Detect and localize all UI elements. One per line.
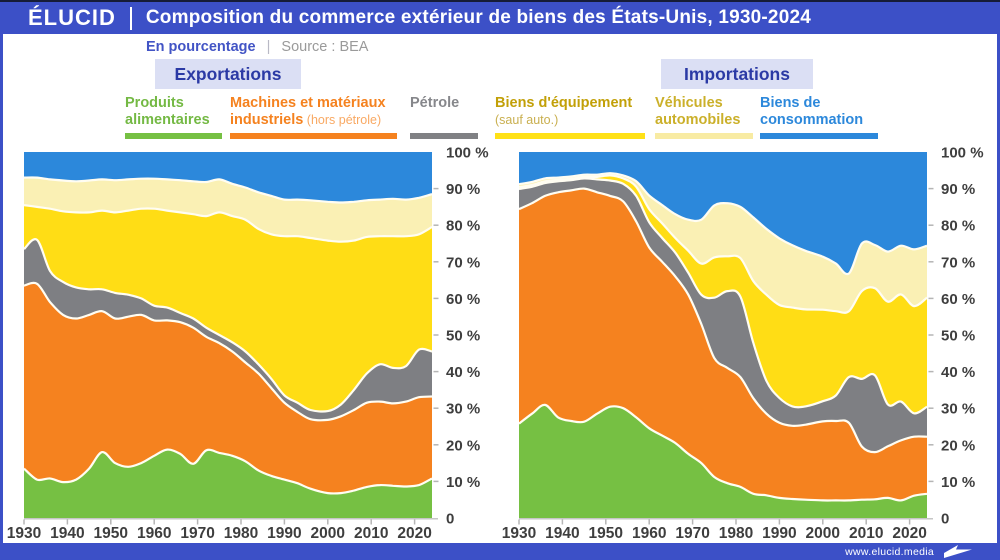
- svg-text:40 %: 40 %: [446, 364, 480, 381]
- svg-text:80 %: 80 %: [446, 218, 480, 235]
- svg-text:0: 0: [446, 511, 454, 528]
- svg-text:70 %: 70 %: [941, 254, 975, 271]
- svg-text:20 %: 20 %: [941, 437, 975, 454]
- svg-text:50 %: 50 %: [446, 328, 480, 345]
- svg-text:1930: 1930: [7, 525, 41, 542]
- header-divider: [129, 6, 132, 30]
- footer-bar: www.elucid.media: [0, 543, 1000, 560]
- legend-color-bar: [410, 133, 478, 139]
- subtitle-row: En pourcentage | Source : BEA: [146, 39, 368, 55]
- legend-label: Produits: [125, 95, 184, 111]
- left-border: [0, 0, 3, 560]
- subtitle-unit: En pourcentage: [146, 39, 256, 55]
- svg-text:1970: 1970: [675, 525, 709, 542]
- svg-text:70 %: 70 %: [446, 254, 480, 271]
- svg-text:1980: 1980: [719, 525, 753, 542]
- legend-item-vehicules-automobiles: Véhicules automobiles: [655, 95, 753, 141]
- subtitle-source: Source : BEA: [281, 39, 369, 55]
- header-bar: ÉLUCID Composition du commerce extérieur…: [0, 0, 1000, 34]
- svg-text:1950: 1950: [94, 525, 128, 542]
- svg-text:2010: 2010: [354, 525, 388, 542]
- svg-text:100 %: 100 %: [941, 145, 984, 162]
- svg-text:90 %: 90 %: [941, 181, 975, 198]
- legend-item-machines-industriels: Machines et matériaux industriels (hors …: [230, 95, 397, 141]
- svg-text:2020: 2020: [892, 525, 926, 542]
- svg-text:90 %: 90 %: [446, 181, 480, 198]
- svg-text:2010: 2010: [849, 525, 883, 542]
- legend-color-bar: [125, 133, 222, 139]
- footer-url: www.elucid.media: [845, 545, 934, 558]
- svg-text:80 %: 80 %: [941, 218, 975, 235]
- svg-text:2020: 2020: [397, 525, 431, 542]
- legend-color-bar: [230, 133, 397, 139]
- svg-text:40 %: 40 %: [941, 364, 975, 381]
- svg-text:1940: 1940: [50, 525, 84, 542]
- page-title: Composition du commerce extérieur de bie…: [145, 7, 811, 28]
- svg-text:20 %: 20 %: [446, 437, 480, 454]
- legend-item-biens-equipement: Biens d'équipement (sauf auto.): [495, 95, 645, 141]
- svg-text:30 %: 30 %: [446, 401, 480, 418]
- svg-text:1990: 1990: [267, 525, 301, 542]
- legend-item-petrole: Pétrole: [410, 95, 478, 141]
- svg-text:10 %: 10 %: [941, 474, 975, 491]
- legend-label: Machines et matériaux: [230, 95, 386, 111]
- svg-text:1950: 1950: [589, 525, 623, 542]
- legend-item-biens-consommation: Biens de consommation: [760, 95, 878, 141]
- legend-item-produits-alimentaires: Produits alimentaires: [125, 95, 222, 141]
- svg-text:2000: 2000: [806, 525, 840, 542]
- svg-text:1930: 1930: [502, 525, 536, 542]
- svg-text:0: 0: [941, 511, 949, 528]
- legend-label: Véhicules: [655, 95, 723, 111]
- svg-text:50 %: 50 %: [941, 328, 975, 345]
- svg-text:1990: 1990: [762, 525, 796, 542]
- legend-label: Biens de: [760, 95, 821, 111]
- legend-color-bar: [655, 133, 753, 139]
- svg-text:100 %: 100 %: [446, 145, 489, 162]
- elucid-arrow-icon: [944, 545, 972, 558]
- exports-title-badge: Exportations: [155, 59, 301, 89]
- elucid-logo: ÉLUCID: [28, 5, 116, 30]
- legend-color-bar: [760, 133, 878, 139]
- svg-text:30 %: 30 %: [941, 401, 975, 418]
- svg-text:1970: 1970: [180, 525, 214, 542]
- subtitle-separator: |: [266, 39, 271, 55]
- svg-text:60 %: 60 %: [446, 291, 480, 308]
- svg-text:1940: 1940: [545, 525, 579, 542]
- exports-chart: 1930 1940 1950 1960 1970 1980 1990 2000 2010 2020…: [7, 145, 489, 543]
- right-border: [997, 0, 1000, 560]
- svg-text:2000: 2000: [311, 525, 345, 542]
- svg-text:1960: 1960: [632, 525, 666, 542]
- svg-text:1980: 1980: [224, 525, 258, 542]
- legend-label: Biens d'équipement: [495, 95, 633, 111]
- svg-text:10 %: 10 %: [446, 474, 480, 491]
- svg-text:60 %: 60 %: [941, 291, 975, 308]
- imports-chart: 1930 1940 1950 1960 1970 1980 1990 2000 2010 2020…: [502, 145, 984, 543]
- svg-text:1960: 1960: [137, 525, 171, 542]
- imports-title-badge: Importations: [661, 59, 813, 89]
- legend-color-bar: [495, 133, 645, 139]
